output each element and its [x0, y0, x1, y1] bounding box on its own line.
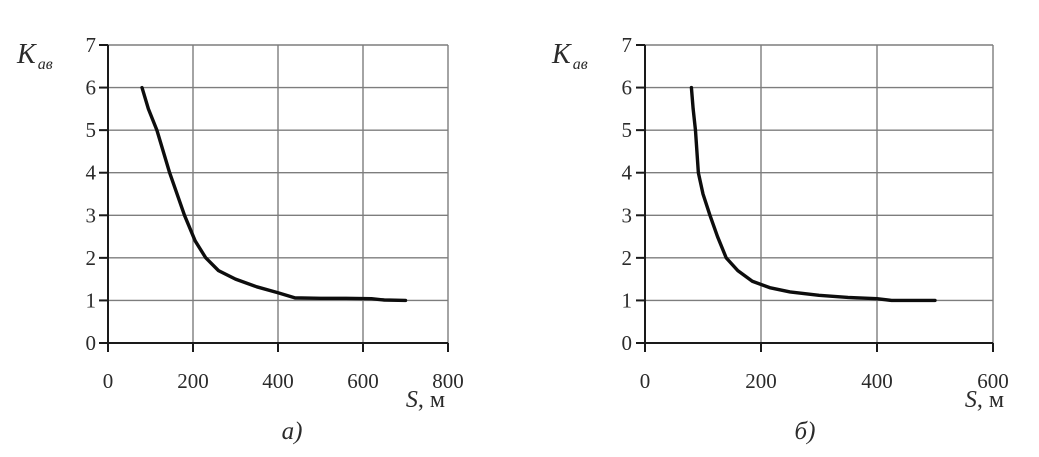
x-tick-label: 800	[432, 369, 464, 393]
y-tick-label: 1	[86, 288, 97, 312]
data-curve	[689, 85, 937, 303]
y-tick-label: 4	[622, 161, 633, 185]
y-axis-symbol: K	[17, 39, 36, 70]
y-tick-label: 0	[86, 331, 97, 355]
y-tick-label: 7	[86, 33, 97, 57]
y-tick-label: 2	[86, 246, 97, 270]
chart-b-x-axis-label: S, м	[912, 388, 1004, 412]
chart-a-x-axis-label: S, м	[353, 388, 445, 412]
y-tick-label: 7	[622, 33, 633, 57]
y-tick-label: 0	[622, 331, 633, 355]
x-tick-label: 600	[347, 369, 379, 393]
y-tick-label: 3	[86, 203, 97, 227]
y-axis-subscript: ав	[572, 56, 588, 73]
chart-b-caption: б)	[794, 418, 816, 445]
y-tick-label: 5	[622, 118, 633, 142]
chart-a-caption: а)	[281, 418, 303, 445]
x-tick-label: 400	[262, 369, 294, 393]
y-tick-label: 2	[622, 246, 633, 270]
x-axis-unit: , м	[976, 387, 1004, 413]
y-tick-label: 3	[622, 203, 633, 227]
chart-a-plot: 0 1 2 3 4 5 6 7 0 200 400 600 800	[86, 33, 464, 393]
y-tick-label: 5	[86, 118, 97, 142]
x-axis-symbol: S	[964, 387, 977, 413]
x-axis-unit: , м	[417, 387, 445, 413]
x-tick-label: 0	[103, 369, 114, 393]
chart-b-plot: 0 1 2 3 4 5 6 7 0 200 400 600	[622, 33, 1009, 393]
x-tick-label: 600	[977, 369, 1009, 393]
y-axis-symbol: K	[552, 39, 571, 70]
x-axis-symbol: S	[405, 387, 418, 413]
x-tick-label: 200	[745, 369, 777, 393]
x-tick-label: 200	[177, 369, 209, 393]
y-tick-label: 4	[86, 161, 97, 185]
y-tick-label: 6	[86, 76, 97, 100]
x-tick-label: 0	[640, 369, 651, 393]
data-curve	[140, 85, 408, 303]
y-tick-label: 1	[622, 288, 633, 312]
y-tick-label: 6	[622, 76, 633, 100]
y-axis-subscript: ав	[37, 56, 53, 73]
x-tick-label: 400	[861, 369, 893, 393]
